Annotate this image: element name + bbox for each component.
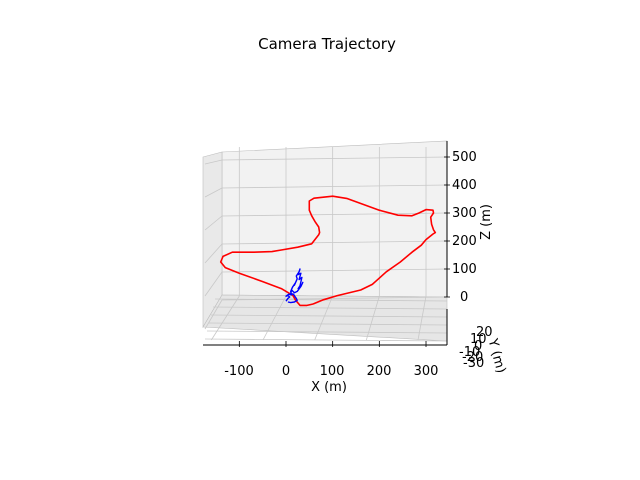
grid-line-floor [314,295,334,341]
y-tick-label: -20 [462,350,483,365]
chart-title: Camera Trajectory [258,35,396,53]
y-tick-label: -10 [459,345,480,360]
x-tick-label: 100 [320,364,345,379]
floor-pane [202,294,448,342]
grid-line-z [221,268,448,273]
x-tick-label: 200 [367,364,392,379]
x-axis-label: X (m) [311,380,347,395]
grid-line-y [214,298,448,302]
grid-line-side [204,215,223,231]
y-tick-label: 10 [470,332,487,347]
z-tick-label: 200 [452,234,477,249]
x-tick-label: -100 [224,364,254,379]
grid-line-side [204,159,223,165]
grid-line-z [221,156,448,161]
series-layer [219,195,437,307]
tick-marks [238,156,450,347]
y-tick-label: -30 [463,356,484,371]
back-pane [221,140,448,298]
x-tick-label: 300 [414,364,439,379]
grid-line-y [210,314,448,318]
grid-line-y [204,338,448,342]
y-tick-label: 20 [476,325,493,340]
z-tick-label: 0 [460,290,468,305]
y-axis-label: Y (m) [484,336,508,375]
grid-line-y [212,306,448,310]
grid-line-side [204,299,223,330]
grid-line-side [204,187,223,198]
z-tick-label: 500 [452,150,477,165]
trajectory-line-red [219,195,437,307]
grid-line-floor [262,295,287,341]
z-tick-label: 300 [452,206,477,221]
grid-line-z [221,240,448,245]
grid-line-z [221,184,448,189]
grid-line-side [204,271,223,297]
grid-line-z [221,212,448,217]
x-tick-label: 0 [282,364,290,379]
trajectory-line-blue [285,268,304,304]
grid-line-side [204,243,223,264]
grid-lines [204,147,448,342]
grid-line-y [208,322,448,326]
z-tick-label: 100 [452,262,477,277]
grid-line-floor [210,295,240,341]
z-axis-label: Z (m) [479,204,494,240]
z-tick-label: 400 [452,178,477,193]
y-tick-label: 0 [474,339,482,354]
grid-line-y [206,330,448,334]
